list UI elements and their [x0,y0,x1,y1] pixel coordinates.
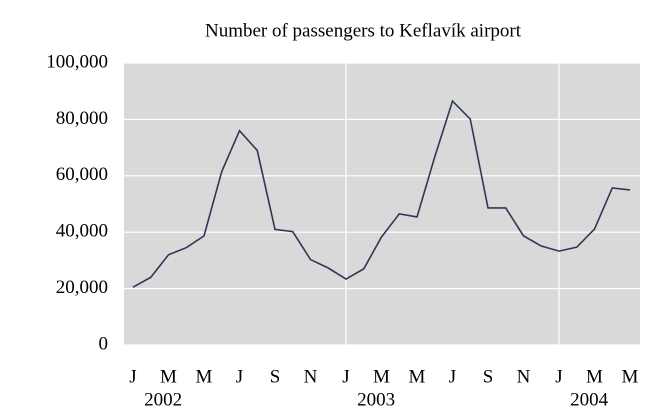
x-tick-label: J [236,366,243,387]
x-tick-label: M [409,366,426,387]
chart-title: Number of passengers to Keflavík airport [205,20,522,41]
x-tick-label: J [449,366,456,387]
y-tick-label: 20,000 [56,277,108,298]
x-tick-label: J [342,366,349,387]
x-tick-label: M [160,366,177,387]
y-tick-label: 100,000 [46,51,108,72]
y-tick-label: 0 [99,333,109,354]
y-tick-label: 60,000 [56,164,108,185]
x-tick-label: N [517,366,531,387]
x-tick-label: M [622,366,639,387]
y-tick-label: 40,000 [56,221,108,242]
x-tick-label: N [304,366,318,387]
line [132,99,631,288]
x-tick-label: S [270,366,281,387]
year-label: 2002 [144,389,182,410]
x-tick-label: S [483,366,494,387]
y-tick-label: 80,000 [56,108,108,129]
x-tick-label: M [196,366,213,387]
year-label: 2003 [357,389,395,410]
plot-area [124,63,640,345]
x-tick-label: J [129,366,136,387]
x-tick-label: M [586,366,603,387]
x-tick-label: J [555,366,562,387]
year-label: 2004 [570,389,609,410]
x-tick-label: M [373,366,390,387]
